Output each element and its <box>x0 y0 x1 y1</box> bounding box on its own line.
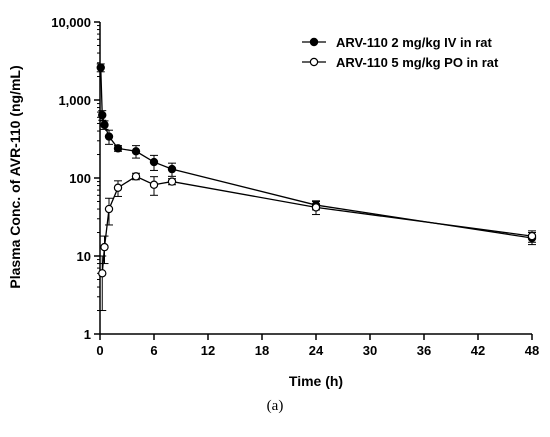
x-tick-label: 24 <box>309 343 324 358</box>
data-point <box>527 231 537 241</box>
chart-series <box>96 63 537 312</box>
y-tick-label: 10,000 <box>51 15 91 30</box>
data-point <box>98 110 107 120</box>
data-point <box>98 269 107 278</box>
data-point <box>113 183 123 192</box>
data-point <box>131 147 141 156</box>
data-point <box>96 63 105 72</box>
data-point <box>149 157 159 167</box>
data-point <box>100 120 109 130</box>
x-tick-label: 42 <box>471 343 485 358</box>
series-line <box>101 175 533 274</box>
data-point <box>100 242 109 252</box>
data-point <box>149 180 159 189</box>
y-tick-label: 1,000 <box>58 93 91 108</box>
y-axis-label: Plasma Conc. of AVR-110 (ng/mL) <box>7 65 23 288</box>
x-tick-label: 36 <box>417 343 431 358</box>
series-2 <box>98 172 537 312</box>
x-tick-label: 12 <box>201 343 215 358</box>
data-point <box>113 144 123 153</box>
x-axis-label: Time (h) <box>289 373 343 389</box>
legend-marker <box>309 37 319 47</box>
series-1 <box>96 63 537 246</box>
y-tick-label: 1 <box>84 327 91 342</box>
legend-marker <box>309 57 319 67</box>
data-point <box>104 132 114 141</box>
chart-axes: 1 10 100 1,000 10,000 0 6 12 18 24 30 36 42 48 <box>51 15 539 358</box>
y-tick-label: 10 <box>77 249 91 264</box>
x-tick-label: 18 <box>255 343 269 358</box>
data-point <box>131 172 141 181</box>
x-tick-label: 30 <box>363 343 377 358</box>
x-tick-label: 6 <box>150 343 157 358</box>
data-point <box>311 203 321 212</box>
legend-label: ARV-110 2 mg/kg IV in rat <box>336 35 492 50</box>
chart-legend: ARV-110 2 mg/kg IV in rat ARV-110 5 mg/kg… <box>302 35 499 70</box>
data-point <box>167 177 177 186</box>
x-tick-label: 48 <box>525 343 539 358</box>
chart: 1 10 100 1,000 10,000 0 6 12 18 24 30 36 42 48 ARV-11… <box>7 15 539 389</box>
legend-label: ARV-110 5 mg/kg PO in rat <box>336 55 499 70</box>
figure-caption: (a) <box>266 398 284 414</box>
y-tick-label: 100 <box>69 171 91 186</box>
data-point <box>104 204 114 214</box>
data-point <box>167 164 177 174</box>
x-tick-label: 0 <box>96 343 103 358</box>
